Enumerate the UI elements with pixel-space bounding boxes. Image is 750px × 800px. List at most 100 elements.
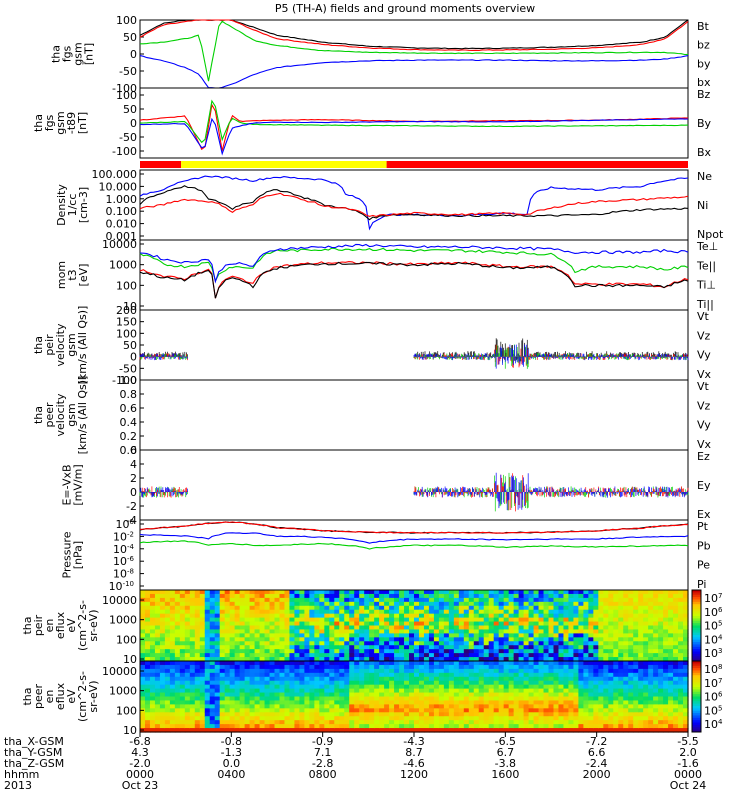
heatmap-cell: [259, 601, 266, 607]
heatmap-cell: [229, 661, 236, 666]
heatmap-cell: [409, 672, 415, 678]
heatmap-cell: [463, 605, 470, 611]
heatmap-cell: [174, 590, 181, 595]
heatmap-cell: [279, 657, 286, 662]
heatmap-cell: [588, 601, 594, 607]
heatmap-cell: [214, 664, 221, 670]
heatmap-cell: [314, 597, 320, 603]
colorbar-step: [692, 613, 701, 617]
heatmap-cell: [284, 629, 291, 634]
heatmap-cell: [289, 649, 296, 654]
heatmap-cell: [558, 704, 565, 709]
heatmap-cell: [354, 601, 360, 607]
heatmap-cell: [603, 601, 609, 607]
heatmap-cell: [608, 629, 614, 634]
heatmap-cell: [493, 649, 500, 654]
heatmap-cell: [613, 593, 619, 599]
heatmap-cell: [254, 645, 261, 650]
heatmap-cell: [483, 696, 490, 702]
heatmap-cell: [329, 668, 335, 674]
heatmap-cell: [189, 708, 196, 713]
heatmap-cell: [284, 724, 291, 729]
heatmap-cell: [199, 605, 206, 611]
heatmap-cell: [428, 708, 435, 713]
heatmap-cell: [344, 661, 350, 666]
heatmap-cell: [239, 649, 246, 654]
heatmap-cell: [513, 613, 520, 619]
heatmap-cell: [523, 657, 530, 662]
heatmap-cell: [468, 676, 475, 682]
heatmap-cell: [394, 661, 400, 666]
y-tick-label: 0.8: [120, 388, 138, 401]
heatmap-cell: [339, 597, 345, 603]
heatmap-cell: [384, 590, 390, 595]
heatmap-cell: [473, 653, 480, 658]
heatmap-cell: [239, 617, 246, 623]
heatmap-cell: [144, 601, 151, 607]
heatmap-cell: [428, 645, 435, 650]
heatmap-cell: [523, 645, 530, 650]
heatmap-cell: [244, 657, 251, 662]
heatmap-cell: [319, 661, 325, 666]
legend-entry: Vz: [697, 399, 711, 412]
heatmap-cell: [184, 629, 191, 634]
heatmap-cell: [249, 692, 256, 698]
heatmap-cell: [498, 605, 505, 611]
heatmap-cell: [229, 700, 236, 705]
heatmap-cell: [458, 720, 465, 725]
heatmap-cell: [389, 708, 395, 713]
heatmap-cell: [563, 593, 570, 599]
heatmap-cell: [404, 609, 410, 615]
heatmap-cell: [648, 680, 654, 686]
heatmap-cell: [354, 700, 360, 705]
heatmap-cell: [339, 637, 345, 642]
heatmap-cell: [428, 633, 435, 638]
panel-peir-spectrogram: 10710610510410310000100010010thapeirenef…: [21, 589, 723, 666]
heatmap-cell: [488, 716, 495, 721]
heatmap-cell: [304, 653, 310, 658]
heatmap-cell: [169, 720, 176, 725]
heatmap-cell: [259, 708, 266, 713]
heatmap-cell: [349, 641, 355, 646]
heatmap-cell: [314, 664, 320, 670]
heatmap-cell: [658, 621, 664, 627]
heatmap-cell: [448, 590, 455, 595]
heatmap-cell: [329, 672, 335, 678]
heatmap-cell: [528, 692, 535, 698]
heatmap-cell: [174, 672, 181, 678]
heatmap-cell: [399, 692, 405, 698]
heatmap-cell: [249, 633, 256, 638]
heatmap-cell: [334, 593, 340, 599]
heatmap-cell: [324, 676, 330, 682]
heatmap-cell: [478, 601, 485, 607]
heatmap-cell: [409, 617, 415, 623]
heatmap-cell: [548, 696, 555, 702]
heatmap-cell: [518, 597, 525, 603]
heatmap-cell: [284, 625, 291, 631]
heatmap-cell: [433, 672, 440, 678]
heatmap-cell: [169, 590, 176, 595]
heatmap-cell: [463, 668, 470, 674]
heatmap-cell: [558, 708, 565, 713]
series-Bx: [139, 117, 689, 156]
heatmap-cell: [279, 664, 286, 670]
heatmap-cell: [578, 704, 584, 709]
heatmap-cell: [214, 680, 221, 686]
heatmap-cell: [613, 696, 619, 702]
heatmap-cell: [443, 684, 450, 690]
heatmap-cell: [543, 653, 550, 658]
heatmap-cell: [543, 601, 550, 607]
y-tick-label: 1000: [109, 259, 137, 272]
heatmap-cell: [433, 728, 440, 733]
heatmap-cell: [683, 724, 689, 729]
heatmap-cell: [399, 597, 405, 603]
heatmap-cell: [334, 700, 340, 705]
heatmap-cell: [628, 672, 634, 678]
heatmap-cell: [683, 617, 689, 623]
colorbar-tick-label: 104: [704, 718, 723, 731]
heatmap-cell: [448, 657, 455, 662]
y-tick-label: 10-6: [113, 555, 135, 568]
heatmap-cell: [678, 692, 684, 698]
heatmap-cell: [618, 692, 624, 698]
x-tick-label: -7.2: [586, 735, 607, 748]
